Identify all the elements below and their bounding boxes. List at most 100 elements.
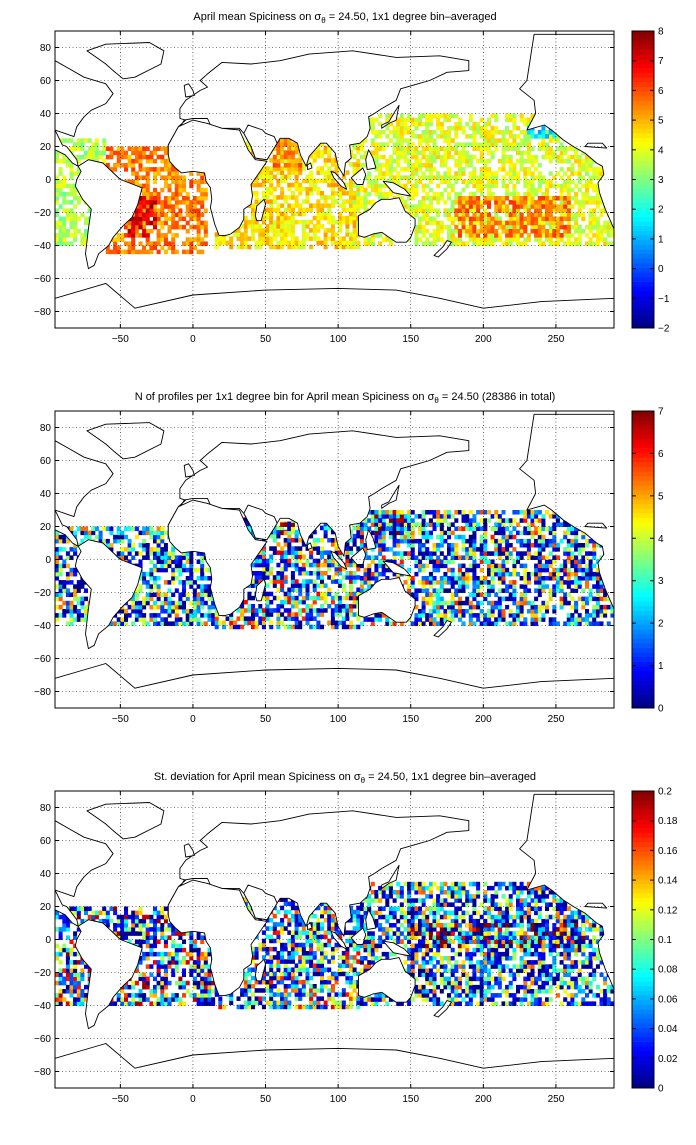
heatmap-cell [66,192,70,197]
heatmap-cell [59,564,63,569]
colorbar-tick-label: 8 [658,27,664,38]
heatmap-cell [520,114,524,119]
heatmap-cell [523,208,527,213]
heatmap-cell [160,188,164,193]
heatmap-cell [451,221,455,226]
heatmap-cell [502,130,506,135]
heatmap-cell [480,130,484,135]
heatmap-cell [291,583,295,588]
heatmap-cell [327,179,331,184]
heatmap-cell [433,130,437,135]
heatmap-cell [157,535,161,540]
heatmap-cell [291,228,295,233]
heatmap-cell [440,126,444,131]
heatmap-cell [592,167,596,172]
heatmap-cell [585,159,589,164]
heatmap-cell [139,613,143,618]
heatmap-cell [389,522,393,527]
heatmap-cell [171,171,175,176]
heatmap-cell [538,163,542,168]
heatmap-cell [418,225,422,230]
panel-1: April mean Spiciness on σθ = 24.50, 1x1 … [34,11,670,345]
heatmap-cell [472,221,476,226]
heatmap-cell [320,546,324,551]
heatmap-cell [233,232,237,237]
heatmap-cell [316,170,320,175]
heatmap-cell [374,192,378,197]
heatmap-cell [563,196,567,201]
heatmap-cell [302,579,306,584]
heatmap-cell [534,229,538,234]
heatmap-cell [276,195,280,200]
heatmap-cell [443,171,447,176]
heatmap-cell [309,596,313,601]
heatmap-cell [171,609,175,614]
heatmap-cell [70,580,74,585]
x-tick-label: 50 [260,334,272,345]
heatmap-cell [178,184,182,189]
heatmap-cell [153,151,157,156]
heatmap-cell [389,138,393,143]
heatmap-cell [135,250,139,255]
heatmap-cell [436,147,440,152]
heatmap-cell [316,546,320,551]
heatmap-cell [189,200,193,205]
x-tick-label: 250 [548,334,565,345]
heatmap-cell [269,183,273,188]
heatmap-cell [287,167,291,172]
heatmap-cell [197,568,201,573]
heatmap-cell [589,225,593,230]
heatmap-cell [476,147,480,152]
heatmap-cell [378,142,382,147]
heatmap-cell [443,180,447,185]
heatmap-cell [124,241,128,246]
heatmap-cell [578,171,582,176]
heatmap-cell [287,195,291,200]
heatmap-cell [531,200,535,205]
heatmap-cell [458,204,462,209]
heatmap-cell [164,151,168,156]
heatmap-cell [487,217,491,222]
heatmap-cell [469,229,473,234]
heatmap-cell [186,250,190,255]
heatmap-cell [454,159,458,164]
heatmap-cell [251,224,255,229]
heatmap-cell [396,163,400,168]
heatmap-cell [534,204,538,209]
heatmap-cell [560,155,564,160]
heatmap-cell [331,621,335,626]
heatmap-cell [491,126,495,131]
heatmap-cell [73,584,77,589]
heatmap-cell [70,221,74,226]
heatmap-cell [462,217,466,222]
heatmap-cell [117,233,121,238]
heatmap-cell [552,200,556,205]
heatmap-cell [443,188,447,193]
heatmap-cell [146,196,150,201]
heatmap-cell [240,612,244,617]
heatmap-cell [534,237,538,242]
heatmap-cell [556,171,560,176]
heatmap-cell [483,138,487,143]
heatmap-cell [371,188,375,193]
heatmap-cell [440,237,444,242]
heatmap-cell [404,122,408,127]
heatmap-cell [520,130,524,135]
heatmap-cell [70,192,74,197]
heatmap-cell [436,213,440,218]
heatmap-cell [142,192,146,197]
heatmap-cell [208,593,212,598]
heatmap-cell [447,134,451,139]
heatmap-cell [135,151,139,156]
heatmap-cell [320,526,324,531]
heatmap-cell [487,200,491,205]
heatmap-cell [142,233,146,238]
heatmap-cell [302,220,306,225]
heatmap-cell [422,155,426,160]
heatmap-cell [476,130,480,135]
heatmap-cell [149,597,153,602]
heatmap-cell [186,560,190,565]
heatmap-cell [204,584,208,589]
heatmap-cell [149,547,153,552]
heatmap-cell [193,605,197,610]
